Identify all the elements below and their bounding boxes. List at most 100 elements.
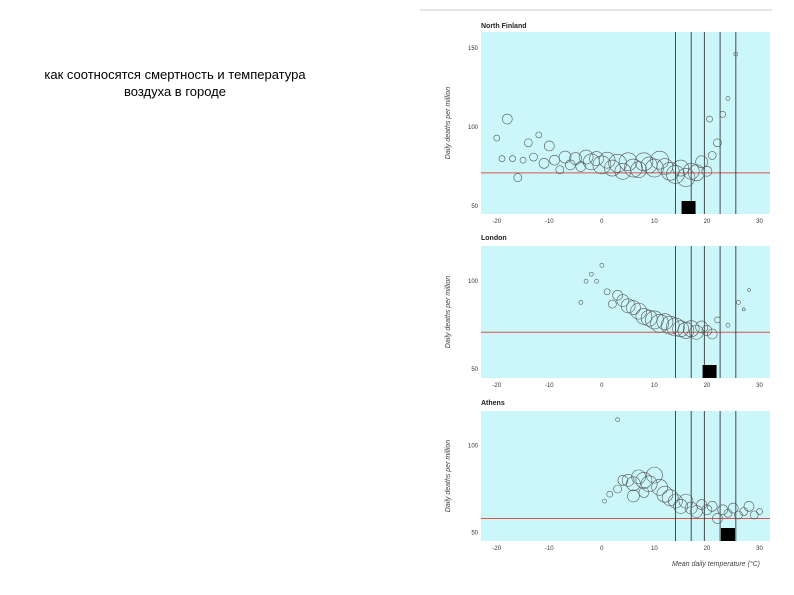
panel-2-point-3 xyxy=(599,263,605,268)
panel-2-ytick-1: 100 xyxy=(468,279,479,285)
panel-1-title: North Finland xyxy=(481,23,527,30)
mortality-temperature-figure: North Finland Daily deaths per million 50 1… xyxy=(420,0,794,595)
panel-1-point-22 xyxy=(604,159,621,177)
panel-3-point-32 xyxy=(638,487,650,498)
panel-3-point-2 xyxy=(606,490,614,498)
panel-3-point-3 xyxy=(613,484,622,494)
panel-1-xtick-2: 0 xyxy=(600,219,604,225)
panel-1-point-27 xyxy=(630,161,647,178)
panel-1-point-8 xyxy=(535,131,543,139)
panel-1-point-13 xyxy=(558,150,572,164)
slide-title-line-2: воздуха в городе xyxy=(124,84,226,99)
panel-1-point-5 xyxy=(519,156,527,164)
panel-3-point-26 xyxy=(734,510,743,520)
panel-3-xtick-0: -20 xyxy=(492,546,501,552)
panel-2-point-6 xyxy=(608,299,617,309)
panel-1-ytick-2: 150 xyxy=(468,46,479,52)
panel-3-point-1 xyxy=(602,498,607,504)
panel-2-xtick-4: 20 xyxy=(704,383,711,389)
panel-1-xtick-3: 10 xyxy=(651,219,658,225)
panel-1-point-36 xyxy=(676,168,696,187)
panel-1-point-2 xyxy=(501,113,513,125)
panel-1-point-19 xyxy=(589,151,604,166)
panel-2-background xyxy=(481,246,770,378)
panel-2-point-26 xyxy=(714,316,721,324)
panel-1-point-44 xyxy=(719,110,727,118)
panel-3-point-10 xyxy=(646,466,663,484)
panel-3-ytick-0: 50 xyxy=(471,530,478,536)
panel-2-point-16 xyxy=(656,313,674,330)
panel-2-xtick-0: -20 xyxy=(492,383,501,389)
panel-3-marker xyxy=(720,528,735,541)
panel-1-ytick-0: 50 xyxy=(471,204,478,210)
panel-1-point-46 xyxy=(733,51,739,57)
panel-1-point-20 xyxy=(592,155,612,175)
panel-2-point-28 xyxy=(736,300,741,305)
panel-1-point-43 xyxy=(706,115,713,123)
panel-2-point-5 xyxy=(603,288,611,296)
panel-2-point-25 xyxy=(706,328,718,340)
panel-1-point-39 xyxy=(695,155,708,169)
panel-1-background xyxy=(481,32,770,214)
panel-1-point-34 xyxy=(666,165,685,184)
panel-1-point-26 xyxy=(624,158,643,178)
panel-2-ylabel: Daily deaths per million xyxy=(445,276,452,348)
panel-1-point-7 xyxy=(529,152,538,162)
panel-3-point-24 xyxy=(723,508,733,518)
panel-1-marker xyxy=(681,201,696,214)
panel-1-point-10 xyxy=(544,140,555,152)
panel-3-point-29 xyxy=(749,510,759,520)
panel-3-point-12 xyxy=(656,485,674,503)
panel-3-xtick-4: 20 xyxy=(704,546,711,552)
panel-2-xtick-3: 10 xyxy=(651,383,658,389)
panel-2-point-11 xyxy=(630,302,647,320)
panel-3-xtick-5: 30 xyxy=(756,546,763,552)
panel-1-point-11 xyxy=(549,154,560,166)
panel-1-point-31 xyxy=(650,150,669,170)
panel-2-marker xyxy=(702,365,717,378)
panel-1-point-41 xyxy=(707,151,717,160)
panel-3-point-30 xyxy=(756,508,763,515)
panel-2-point-8 xyxy=(616,294,630,307)
panel-1-point-3 xyxy=(509,155,516,162)
panel-2-title: London xyxy=(481,235,507,242)
panel-2-point-7 xyxy=(612,289,623,301)
panel-3-point-11 xyxy=(651,478,668,496)
panel-1-xtick-0: -20 xyxy=(492,219,501,225)
panel-1-point-42 xyxy=(713,138,722,148)
panel-1-point-23 xyxy=(608,154,627,173)
figure-svg: North Finland Daily deaths per million 50 1… xyxy=(420,9,772,568)
panel-3-xtick-1: -10 xyxy=(545,546,554,552)
panel-1-point-6 xyxy=(523,138,533,148)
panel-2-xtick-5: 30 xyxy=(756,383,763,389)
panel-3-point-5 xyxy=(621,474,635,487)
panel-3-ytick-1: 100 xyxy=(468,444,479,450)
slide-title: как соотносятся смертность и температура… xyxy=(40,66,310,100)
slide-title-line-1: как соотносятся смертность и температура xyxy=(44,67,306,82)
panel-1-point-14 xyxy=(565,159,576,171)
panel-3-point-8 xyxy=(635,472,653,489)
panel-2-point-27 xyxy=(725,322,731,328)
panel-3-xtick-3: 10 xyxy=(651,546,658,552)
panel-3-point-27 xyxy=(739,507,749,516)
panel-1-point-0 xyxy=(493,134,501,142)
panel-3-point-20 xyxy=(701,504,713,516)
panel-3-point-21 xyxy=(706,501,718,512)
panel-2-point-30 xyxy=(747,288,751,292)
panel-2-point-9 xyxy=(620,298,636,314)
panel-2-point-18 xyxy=(666,317,685,337)
panel-1-xtick-5: 30 xyxy=(756,219,763,225)
panel-3-point-31 xyxy=(627,489,640,503)
panel-1-ylabel: Daily deaths per million xyxy=(445,87,452,159)
panel-3-point-22 xyxy=(712,513,723,524)
panel-3-point-16 xyxy=(678,493,694,509)
panel-2-point-10 xyxy=(626,300,641,315)
panel-3-ylabel: Daily deaths per million xyxy=(445,440,452,512)
panel-3-xlabel: Mean daily temperature (°C) xyxy=(672,560,760,568)
panel-3-title: Athens xyxy=(481,400,505,407)
panel-2-point-15 xyxy=(650,314,669,333)
panel-2-point-2 xyxy=(594,278,599,284)
panel-3-xtick-2: 0 xyxy=(600,546,604,552)
panel-1-point-1 xyxy=(498,155,506,162)
panel-1-point-40 xyxy=(701,165,713,177)
